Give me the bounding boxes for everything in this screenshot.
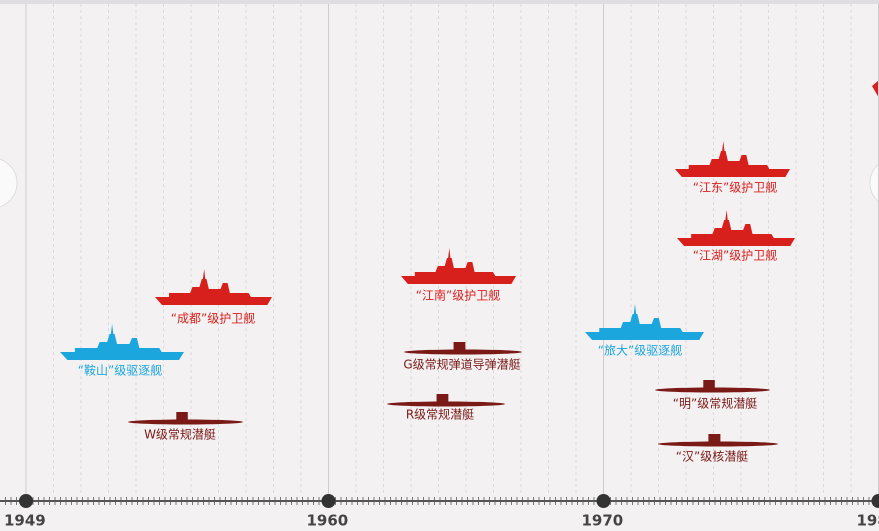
submarine-icon [655, 380, 770, 393]
item-label: “汉”级核潜艇 [676, 450, 748, 464]
item-label: “鞍山”级驱逐舰 [78, 363, 162, 378]
top-border [0, 0, 879, 4]
sub-tower [176, 412, 188, 422]
item-label: “成都”级护卫舰 [171, 312, 255, 326]
axis-dot [871, 494, 879, 508]
ship-hull [585, 304, 704, 340]
item-label: G级常规弹道导弹潜艇 [403, 357, 520, 372]
item-label: W级常规潜艇 [144, 427, 216, 442]
submarine-icon [404, 342, 522, 355]
item-label: “江湖”级护卫舰 [693, 248, 777, 263]
submarine-icon [658, 434, 778, 447]
ship-icon [401, 248, 516, 284]
axis-dot [19, 494, 33, 508]
year-label: 1970 [582, 512, 624, 530]
ship-icon [677, 210, 795, 246]
ship-hull [60, 324, 184, 360]
next-button[interactable] [869, 158, 879, 208]
sub-tower [703, 380, 715, 390]
ship-icon [585, 304, 704, 340]
ship-hull [677, 210, 795, 246]
ship-icon [675, 141, 790, 177]
year-label: 1980 [857, 512, 879, 530]
item-label: “明”级常规潜艇 [673, 396, 757, 411]
partial-ship [872, 80, 879, 98]
axis-dot [596, 494, 611, 508]
ship-icon [155, 269, 272, 305]
item-label: “江南”级护卫舰 [416, 288, 500, 303]
item-label: “江东”级护卫舰 [693, 181, 777, 195]
sub-tower [436, 394, 449, 404]
sub-tower [453, 342, 466, 352]
ship-icon [60, 324, 184, 360]
year-label: 1960 [307, 512, 349, 530]
prev-button[interactable] [0, 158, 18, 208]
ship-hull [675, 141, 790, 177]
item-label: R级常规潜艇 [406, 407, 474, 422]
ship-hull [401, 248, 516, 284]
sub-tower [708, 434, 721, 444]
year-label: 1949 [4, 512, 46, 530]
axis-dot [321, 494, 336, 508]
submarine-icon [128, 412, 243, 425]
submarine-icon [387, 394, 505, 407]
ship-hull [155, 269, 272, 305]
item-label: “旅大”级驱逐舰 [598, 344, 682, 358]
